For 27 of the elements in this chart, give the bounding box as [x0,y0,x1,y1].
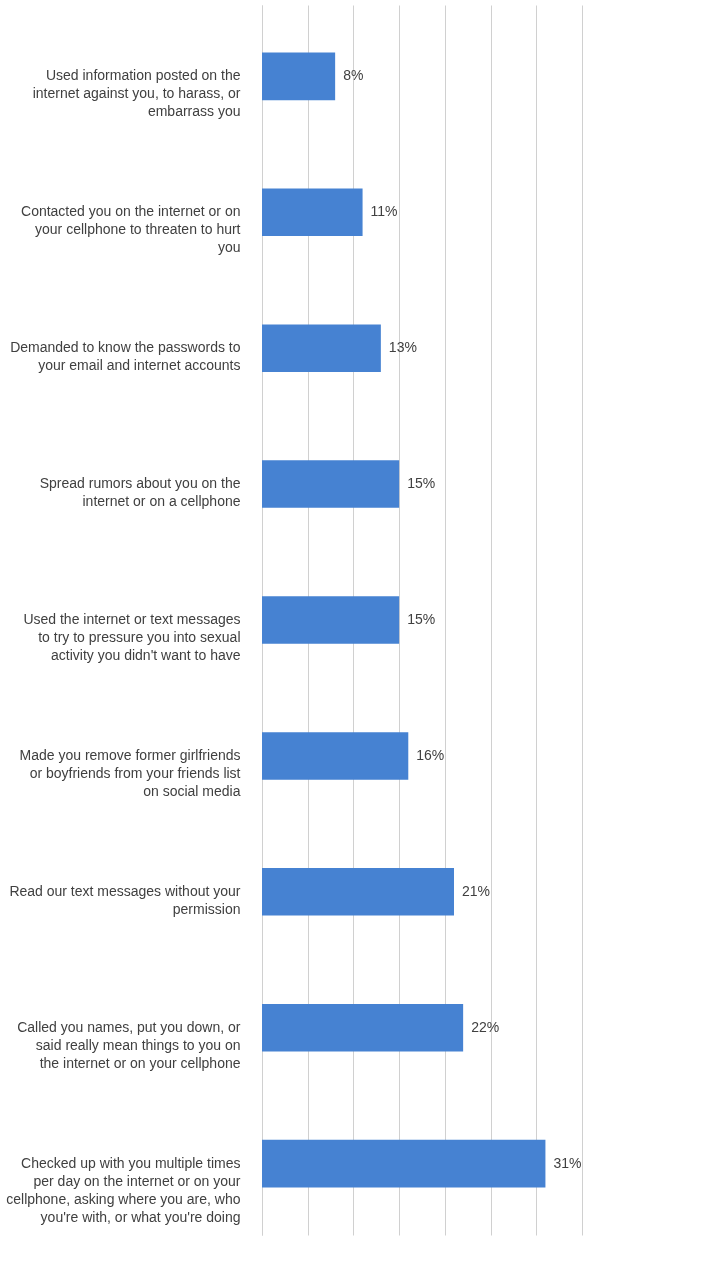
bar [262,868,454,916]
y-tick-label: Demanded to know the passwords to your email and internet accounts [10,339,241,374]
data-label: 15% [407,611,436,627]
bar [262,1139,546,1188]
data-label: 21% [462,882,491,899]
y-tick-label: Read our text messages without your permission [9,882,241,917]
data-label: 15% [407,475,436,492]
bar [262,188,363,237]
data-label: 8% [343,67,364,84]
y-tick-label: Used the internet or text messages to try to pressure you into sexual activity you didn't want to have [23,611,241,663]
data-label: 13% [388,339,417,356]
data-label: 22% [471,1018,500,1035]
bar [262,460,400,508]
data-label: 31% [553,1154,582,1171]
y-tick-label: Called you names, put you down, or said really mean things to you on the internet or on your cellphone [17,1018,241,1071]
y-tick-label: Spread rumors about you on the internet or on a cellphone [39,475,241,510]
bar [262,596,400,644]
y-tick-label: Made you remove former girlfriends or boyfriends from your friends list on social media [19,746,241,799]
bar [262,52,336,101]
bar [262,324,381,372]
data-label: 16% [416,746,445,763]
bar [262,1003,464,1052]
y-tick-label: Used information posted on the internet against you, to harass, or embarrass you [32,67,241,120]
data-label: 11% [370,203,398,220]
bar [262,732,409,780]
y-tick-label: Checked up with you multiple times per day on the internet or on your cellphone, asking where you are, who you're with, or what you're doing [6,1154,241,1225]
y-tick-label: Contacted you on the internet or on your cellphone to threaten to hurt you [21,203,241,256]
